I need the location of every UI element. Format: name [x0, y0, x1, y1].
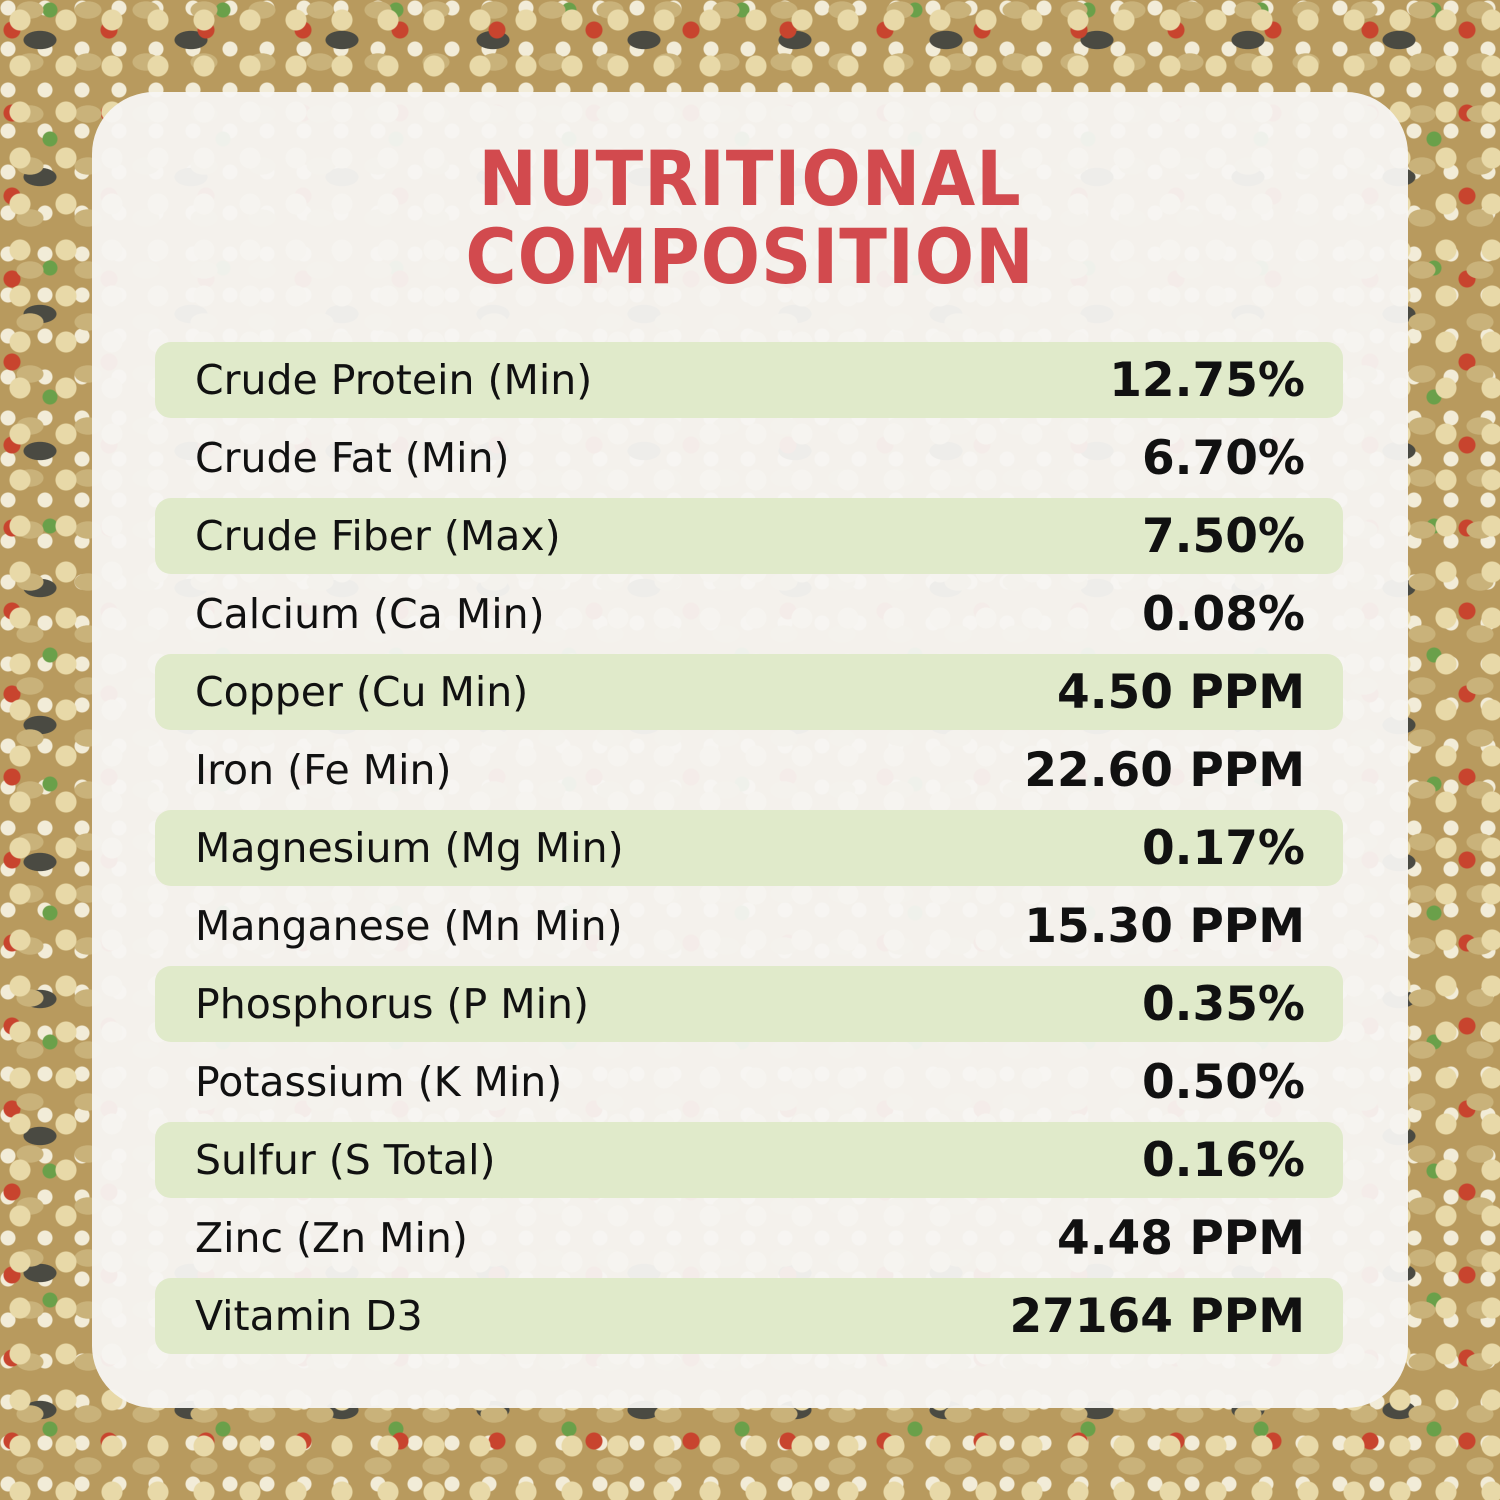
table-row: Crude Fiber (Max) 7.50% [155, 498, 1343, 574]
nutrient-value: 0.17% [1141, 820, 1305, 876]
nutrient-value: 15.30 PPM [1024, 898, 1305, 954]
nutrient-value: 22.60 PPM [1024, 742, 1305, 798]
table-row: Vitamin D3 27164 PPM [155, 1278, 1343, 1354]
nutrient-label: Manganese (Mn Min) [195, 902, 623, 950]
nutrition-table: Crude Protein (Min) 12.75% Crude Fat (Min)… [155, 342, 1343, 1356]
nutrient-label: Potassium (K Min) [195, 1058, 563, 1106]
nutrient-label: Vitamin D3 [195, 1292, 423, 1340]
nutrient-label: Zinc (Zn Min) [195, 1214, 468, 1262]
title-line-1: NUTRITIONAL [478, 134, 1022, 223]
table-row: Crude Protein (Min) 12.75% [155, 342, 1343, 418]
page-title: NUTRITIONAL COMPOSITION [0, 140, 1500, 296]
nutrient-label: Crude Fiber (Max) [195, 512, 561, 560]
nutrient-label: Magnesium (Mg Min) [195, 824, 624, 872]
nutrient-value: 0.50% [1141, 1054, 1305, 1110]
table-row: Calcium (Ca Min) 0.08% [155, 576, 1343, 652]
nutrient-label: Crude Protein (Min) [195, 356, 593, 404]
table-row: Potassium (K Min) 0.50% [155, 1044, 1343, 1120]
table-row: Zinc (Zn Min) 4.48 PPM [155, 1200, 1343, 1276]
nutrient-label: Copper (Cu Min) [195, 668, 529, 716]
nutrient-value: 0.16% [1141, 1132, 1305, 1188]
nutrient-label: Sulfur (S Total) [195, 1136, 496, 1184]
nutrient-value: 0.35% [1141, 976, 1305, 1032]
nutrient-value: 27164 PPM [1009, 1288, 1305, 1344]
nutrient-label: Phosphorus (P Min) [195, 980, 589, 1028]
table-row: Magnesium (Mg Min) 0.17% [155, 810, 1343, 886]
nutrient-value: 6.70% [1141, 430, 1305, 486]
nutrient-value: 7.50% [1141, 508, 1305, 564]
table-row: Iron (Fe Min) 22.60 PPM [155, 732, 1343, 808]
table-row: Crude Fat (Min) 6.70% [155, 420, 1343, 496]
table-row: Phosphorus (P Min) 0.35% [155, 966, 1343, 1042]
nutrient-value: 12.75% [1109, 352, 1305, 408]
nutrient-label: Crude Fat (Min) [195, 434, 510, 482]
title-line-2: COMPOSITION [465, 212, 1035, 301]
table-row: Manganese (Mn Min) 15.30 PPM [155, 888, 1343, 964]
nutrient-label: Calcium (Ca Min) [195, 590, 545, 638]
table-row: Copper (Cu Min) 4.50 PPM [155, 654, 1343, 730]
nutrient-value: 4.50 PPM [1057, 664, 1305, 720]
table-row: Sulfur (S Total) 0.16% [155, 1122, 1343, 1198]
nutrient-value: 0.08% [1141, 586, 1305, 642]
nutrient-value: 4.48 PPM [1057, 1210, 1305, 1266]
nutrient-label: Iron (Fe Min) [195, 746, 452, 794]
